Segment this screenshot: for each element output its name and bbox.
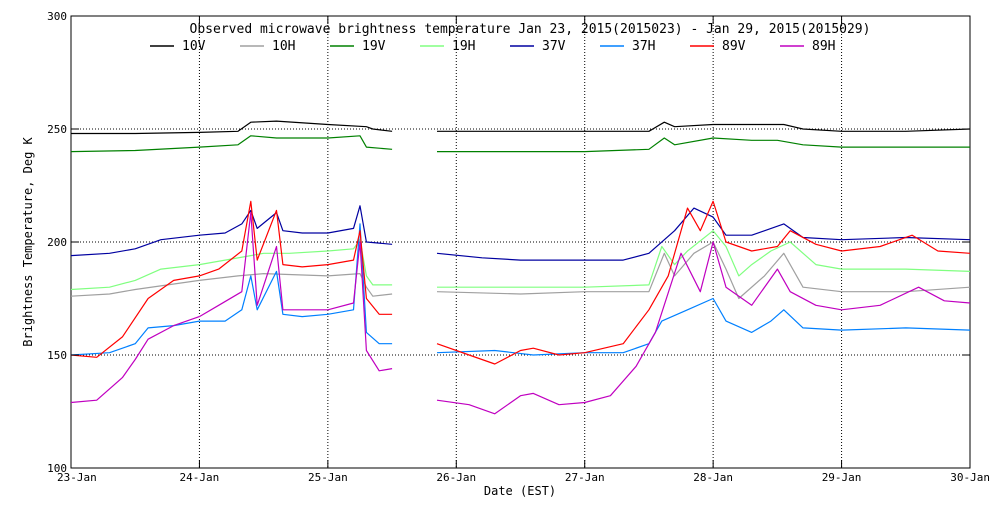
legend-label-89v: 89V bbox=[722, 39, 746, 54]
series-layer bbox=[70, 120, 971, 415]
series-line-19h-seg0 bbox=[70, 239, 393, 291]
legend: 10V 10H 19V 19H 37V 37H 89V 89H bbox=[150, 39, 835, 54]
series-line-10v-seg1 bbox=[437, 121, 971, 132]
x-axis-ticks: 23-Jan 24-Jan 25-Jan 26-Jan 27-Jan 28-Jan 29-J… bbox=[57, 16, 990, 484]
legend-label-89h: 89H bbox=[812, 39, 835, 54]
x-tick-label: 23-Jan bbox=[57, 471, 97, 484]
y-tick-label: 300 bbox=[47, 10, 67, 23]
x-tick-label: 24-Jan bbox=[180, 471, 220, 484]
legend-label-37v: 37V bbox=[542, 39, 566, 54]
y-tick-label: 250 bbox=[47, 123, 67, 136]
x-tick-label: 29-Jan bbox=[822, 471, 862, 484]
series-line-37v-seg0 bbox=[70, 205, 393, 257]
y-axis-ticks: 100 150 200 250 300 bbox=[47, 10, 970, 475]
x-tick-label: 25-Jan bbox=[308, 471, 348, 484]
legend-label-10v: 10V bbox=[182, 39, 206, 54]
y-axis-title: Brightness Temperature, Deg K bbox=[21, 136, 35, 346]
series-line-19h-seg1 bbox=[437, 230, 971, 288]
series-line-89v-seg1 bbox=[436, 200, 971, 365]
x-tick-label: 26-Jan bbox=[436, 471, 476, 484]
series-line-89v-seg0 bbox=[70, 200, 393, 358]
x-tick-label: 30-Jan bbox=[950, 471, 990, 484]
series-line-10h-seg0 bbox=[70, 273, 393, 297]
chart-title: Observed microwave brightness temperatur… bbox=[190, 22, 871, 37]
series-line-37h-seg0 bbox=[70, 223, 393, 356]
series-line-19v-seg1 bbox=[437, 137, 970, 153]
series-line-37h-seg1 bbox=[436, 297, 971, 356]
legend-label-19v: 19V bbox=[362, 39, 386, 54]
series-line-10v-seg0 bbox=[71, 120, 393, 135]
x-axis-title: Date (EST) bbox=[484, 484, 556, 498]
y-tick-label: 200 bbox=[47, 236, 67, 249]
x-tick-label: 28-Jan bbox=[693, 471, 733, 484]
y-tick-label: 150 bbox=[47, 349, 67, 362]
y-tick-label: 100 bbox=[47, 462, 67, 475]
legend-label-37h: 37H bbox=[632, 39, 655, 54]
series-line-10h-seg1 bbox=[436, 241, 971, 300]
x-tick-label: 27-Jan bbox=[565, 471, 605, 484]
series-line-89h-seg0 bbox=[70, 212, 393, 404]
series-line-19v-seg0 bbox=[70, 135, 393, 153]
series-line-89h-seg1 bbox=[436, 241, 971, 415]
legend-label-10h: 10H bbox=[272, 39, 295, 54]
plot-area bbox=[70, 15, 971, 469]
legend-label-19h: 19H bbox=[452, 39, 475, 54]
series-line-37v-seg1 bbox=[436, 207, 971, 261]
